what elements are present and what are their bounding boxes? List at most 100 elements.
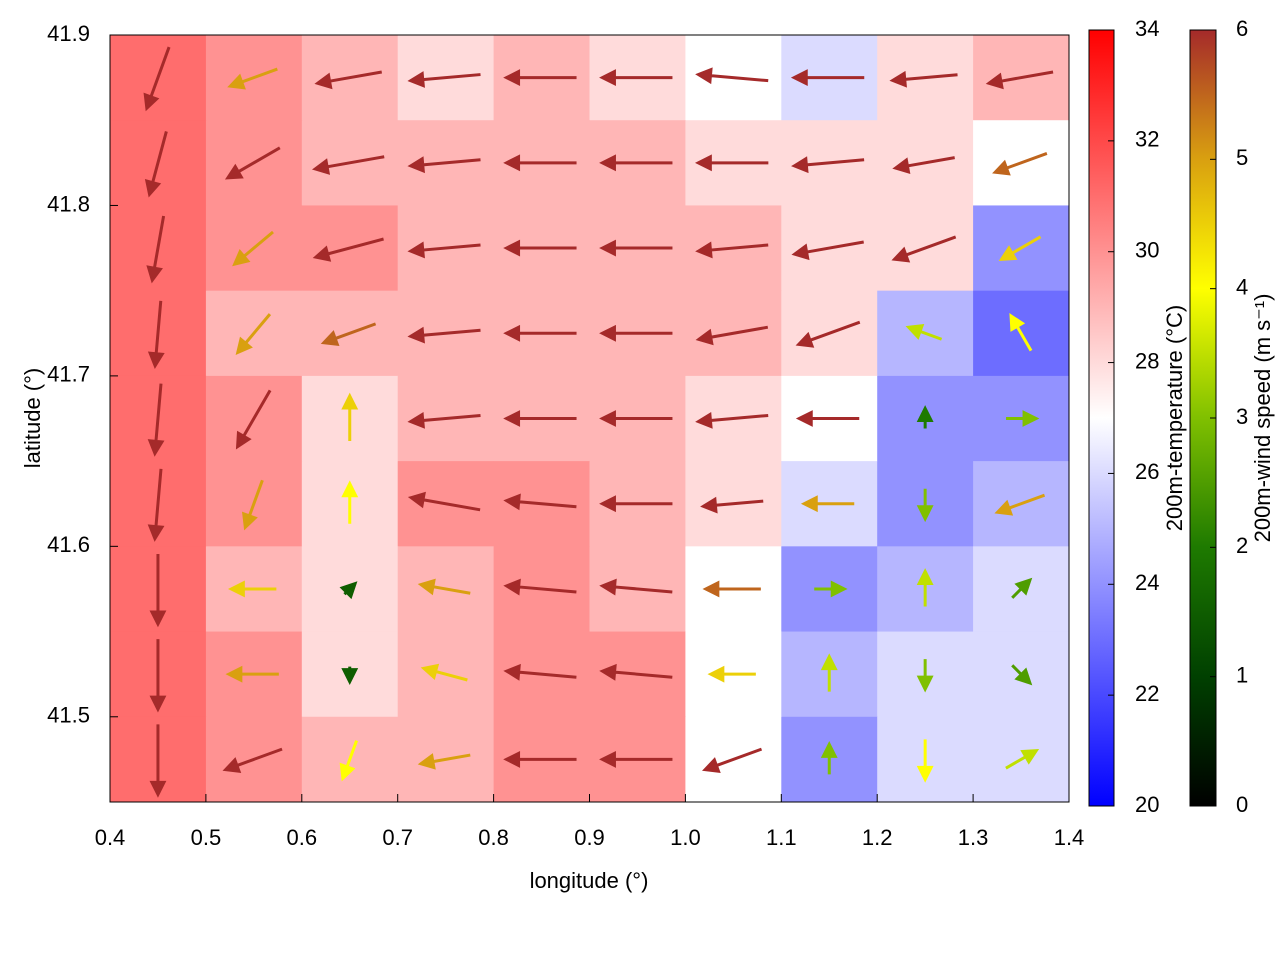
wind-arrow xyxy=(599,750,673,768)
y-tick-label: 41.8 xyxy=(47,191,90,216)
wind-arrow xyxy=(916,405,934,429)
wind-arrow xyxy=(144,131,168,198)
wind-arrow xyxy=(341,480,359,524)
wind-arrow xyxy=(820,741,838,775)
y-tick-label: 41.7 xyxy=(47,362,90,387)
wind-arrow xyxy=(695,241,769,259)
y-axis-label: latitude (°) xyxy=(20,368,45,469)
wind-arrow xyxy=(149,724,167,798)
wind-arrow xyxy=(224,146,281,180)
y-tick-label: 41.6 xyxy=(47,532,90,557)
wind-arrow xyxy=(791,156,865,174)
wind-arrow xyxy=(503,410,577,427)
wind-arrow xyxy=(702,747,763,773)
wind-arrow xyxy=(795,320,861,348)
wind-arrow xyxy=(341,392,359,441)
colorbar-tick-label: 28 xyxy=(1135,348,1159,373)
wind-arrow xyxy=(707,665,756,683)
wind-colorbar-label: 200m-wind speed (m s⁻¹) xyxy=(1250,294,1275,543)
colorbar-tick-label: 3 xyxy=(1236,404,1248,429)
x-tick-label: 0.7 xyxy=(382,825,413,850)
x-tick-label: 0.6 xyxy=(287,825,318,850)
wind-arrow xyxy=(1011,664,1033,686)
colorbar-tick-label: 32 xyxy=(1135,127,1159,152)
colorbar-tick-label: 26 xyxy=(1135,459,1159,484)
colorbar-tick-label: 6 xyxy=(1236,16,1248,41)
wind-arrow xyxy=(905,323,943,341)
wind-arrow xyxy=(790,69,865,87)
wind-arrow xyxy=(311,155,385,175)
wind-arrow xyxy=(820,653,838,692)
wind-arrow xyxy=(225,665,279,683)
x-tick-label: 1.4 xyxy=(1054,825,1085,850)
wind-arrow xyxy=(232,230,274,267)
wind-arrow xyxy=(222,747,283,773)
wind-arrow xyxy=(695,67,769,85)
x-tick-label: 1.1 xyxy=(766,825,797,850)
wind-arrow xyxy=(599,578,673,596)
x-tick-label: 0.4 xyxy=(95,825,126,850)
x-tick-label: 0.8 xyxy=(478,825,509,850)
wind-arrow xyxy=(407,156,481,174)
wind-arrow xyxy=(994,493,1046,516)
wind-arrow xyxy=(503,493,577,511)
wind-arrow xyxy=(407,241,481,259)
wind-arrow xyxy=(146,215,166,284)
colorbar-tick-label: 30 xyxy=(1135,238,1159,263)
x-tick-label: 1.2 xyxy=(862,825,893,850)
wind-arrow xyxy=(147,300,165,369)
colorbar-tick-label: 4 xyxy=(1236,274,1248,299)
wind-arrow xyxy=(241,479,264,531)
wind-arrow xyxy=(149,553,167,628)
wind-arrow xyxy=(916,488,934,523)
wind-arrow xyxy=(503,750,577,768)
wind-arrow xyxy=(1009,313,1033,352)
wind-arrow xyxy=(599,663,673,681)
y-tick-label: 41.9 xyxy=(47,21,90,46)
x-axis-label: longitude (°) xyxy=(530,868,649,893)
colorbar-tick-label: 20 xyxy=(1135,792,1159,817)
wind-arrow xyxy=(702,580,761,598)
wind-arrow xyxy=(314,70,383,90)
wind-arrow xyxy=(407,71,481,88)
wind-arrow xyxy=(892,156,955,174)
wind-arrow xyxy=(795,410,860,427)
wind-arrow xyxy=(695,325,769,346)
wind-arrow xyxy=(149,639,167,713)
wind-arrow xyxy=(235,313,272,355)
x-tick-label: 1.0 xyxy=(670,825,701,850)
colorbar-tick-label: 34 xyxy=(1135,16,1159,41)
wind-vectors xyxy=(143,46,1054,798)
wind-arrow xyxy=(407,491,481,512)
wind-arrow xyxy=(312,237,384,262)
wind-arrow xyxy=(998,235,1042,261)
wind-arrow xyxy=(694,154,769,172)
wind-arrow xyxy=(916,659,934,693)
wind-arrow xyxy=(599,324,673,342)
wind-arrow xyxy=(147,383,165,457)
wind-arrow xyxy=(599,239,673,257)
wind-arrow xyxy=(814,580,848,598)
wind-arrow xyxy=(407,411,481,429)
wind-arrow xyxy=(417,753,471,770)
colorbar-tick-label: 5 xyxy=(1236,145,1248,170)
x-tick-label: 0.5 xyxy=(191,825,222,850)
x-tick-label: 0.9 xyxy=(574,825,605,850)
wind-arrow xyxy=(339,740,358,782)
wind-arrow xyxy=(599,495,673,513)
wind-arrow xyxy=(503,69,577,87)
wind-arrow xyxy=(1011,577,1033,599)
wind-arrow xyxy=(791,240,864,261)
wind-arrow xyxy=(503,578,577,596)
wind-arrow xyxy=(1005,748,1040,770)
wind-arrow xyxy=(341,666,359,686)
wind-arrow xyxy=(143,46,171,112)
wind-arrow xyxy=(916,739,934,783)
wind-arrow xyxy=(503,239,577,257)
wind-arrow xyxy=(339,581,358,600)
wind-arrow xyxy=(503,154,577,172)
wind-arrow xyxy=(800,495,855,513)
wind-arrow xyxy=(891,235,957,263)
wind-arrow xyxy=(889,70,958,88)
